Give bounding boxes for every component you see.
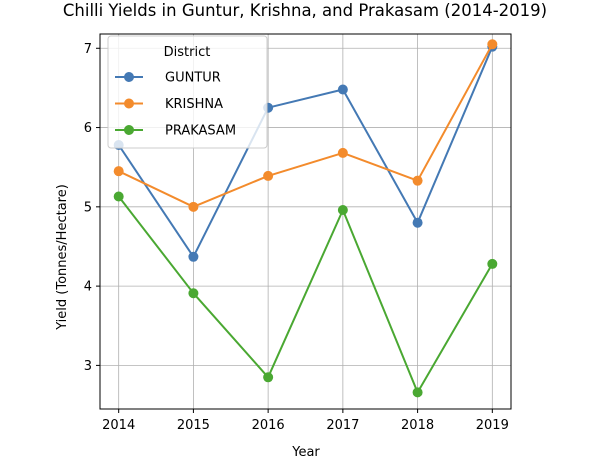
y-tick-label: 4: [84, 280, 92, 295]
data-point-prakasam: [487, 258, 498, 269]
data-point-prakasam: [263, 372, 274, 383]
plot-frame: [99, 33, 512, 410]
x-tick-label: 2014: [102, 418, 135, 433]
y-tick-label: 3: [84, 359, 92, 374]
data-point-krishna: [337, 147, 348, 158]
data-point-guntur: [337, 84, 348, 95]
data-point-guntur: [412, 217, 423, 228]
legend-marker-krishna: [124, 98, 134, 109]
series-prakasam: [113, 191, 498, 398]
legend-title: District: [164, 45, 211, 60]
legend-entries: GUNTUR KRISHNA PRAKASAM: [115, 71, 236, 139]
legend: District GUNTUR KRISHNA PRAKASAM: [107, 35, 268, 149]
legend-box: [107, 35, 268, 149]
series-krishna: [113, 39, 498, 212]
legend-label-prakasam: PRAKASAM: [165, 124, 236, 139]
x-tick-label: 2017: [326, 418, 359, 433]
legend-entry-krishna: KRISHNA: [115, 97, 223, 112]
chart-title: Chilli Yields in Guntur, Krishna, and Pr…: [63, 1, 547, 20]
series-line-krishna: [118, 43, 494, 208]
legend-marker-guntur: [124, 72, 134, 82]
x-tick-label: 2019: [476, 418, 509, 433]
y-tick-label: 6: [84, 121, 92, 136]
legend-entry-prakasam: PRAKASAM: [115, 124, 236, 139]
legend-marker-prakasam: [124, 125, 134, 135]
data-point-krishna: [188, 201, 199, 212]
data-point-krishna: [412, 175, 423, 186]
x-tick-label: 2016: [252, 418, 285, 433]
data-point-krishna: [113, 166, 124, 177]
legend-entry-guntur: GUNTUR: [115, 71, 221, 86]
data-point-prakasam: [337, 205, 348, 216]
x-tick-label: 2018: [401, 418, 434, 433]
data-point-prakasam: [113, 191, 124, 202]
data-point-krishna: [263, 170, 274, 181]
y-tick-label: 7: [84, 42, 92, 57]
data-point-krishna: [487, 39, 498, 50]
legend-label-guntur: GUNTUR: [165, 71, 221, 86]
data-point-prakasam: [412, 387, 423, 398]
y-axis-label: Yield (Tonnes/Hectare): [55, 184, 70, 331]
x-axis-label: Year: [291, 445, 320, 460]
y-tick-label: 5: [84, 200, 92, 215]
series-line-prakasam: [117, 195, 494, 394]
x-tick-label: 2015: [177, 418, 210, 433]
data-point-guntur: [188, 251, 199, 262]
series-line-guntur: [117, 46, 494, 258]
legend-label-krishna: KRISHNA: [165, 97, 223, 112]
data-point-prakasam: [188, 288, 199, 299]
axis-ticks: 2014 2015 2016 2017 2018 2019 3 4 5 6 7: [84, 42, 509, 433]
